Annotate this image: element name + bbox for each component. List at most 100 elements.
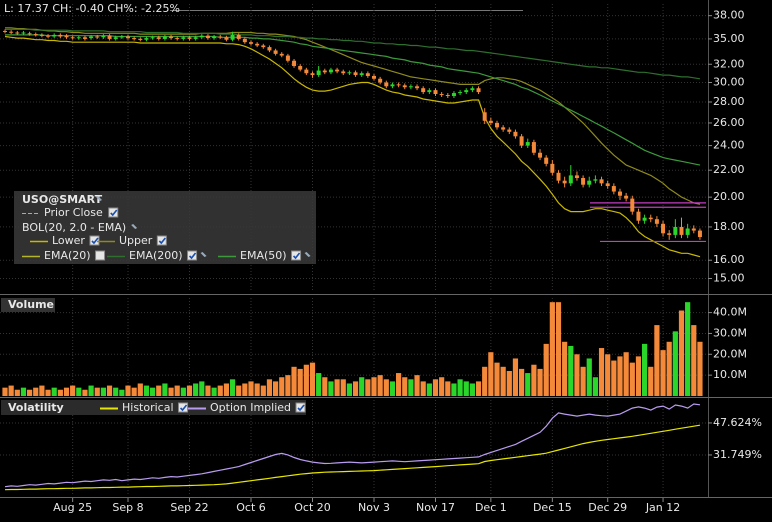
volume-bar (654, 325, 660, 396)
candle-body (544, 157, 549, 164)
volume-bar (408, 379, 414, 396)
volume-bar (334, 379, 340, 396)
volume-bar (229, 379, 236, 396)
candle-body (187, 37, 192, 39)
volume-bar (180, 387, 186, 396)
volume-bar (383, 379, 389, 396)
volume-bar (33, 387, 39, 396)
volume-bar (371, 377, 377, 396)
x-tick-label: Sep 22 (170, 501, 208, 514)
candle-body (144, 38, 149, 40)
candle-body (230, 34, 235, 40)
price-header: L: 17.37 CH: -0.40 CH%: -2.25% (4, 2, 180, 15)
volume-bar (543, 343, 549, 396)
candle-body (562, 180, 567, 184)
candle-body (126, 36, 130, 39)
candle-body (618, 191, 622, 196)
bollinger-label: BOL(20, 2.0 - EMA) (22, 221, 126, 234)
volume-bar (236, 385, 242, 396)
candle-body (519, 136, 524, 146)
checkbox-check (297, 404, 305, 412)
volume-bar (285, 375, 291, 396)
candle-body (439, 94, 444, 96)
candle-body (667, 233, 672, 235)
volume-bar (131, 387, 137, 396)
candle-body (52, 34, 57, 37)
checkbox-check (158, 237, 166, 245)
volatility-line (4, 403, 701, 488)
volume-bar (273, 381, 279, 396)
candle-body (390, 84, 395, 87)
y-tick-label: 31.749% (713, 448, 762, 461)
volume-bar (555, 302, 562, 396)
volume-bar (137, 383, 143, 396)
x-tick-label: Jan 12 (645, 501, 680, 514)
wrench-icon[interactable] (304, 252, 311, 257)
wrench-icon[interactable] (131, 224, 138, 229)
y-tick-label: 38.00 (713, 9, 745, 22)
candle-body (458, 92, 463, 94)
x-tick-label: Aug 25 (53, 501, 92, 514)
candle-body (574, 175, 579, 179)
volume-bar (697, 341, 703, 396)
candle-body (402, 85, 407, 88)
candle-body (33, 34, 38, 36)
volume-bar (574, 354, 580, 396)
candle-body (630, 198, 635, 212)
candle-body (156, 37, 161, 39)
volume-bar (100, 387, 106, 396)
candle-body (27, 33, 32, 35)
candle-body (304, 69, 309, 74)
volume-bar (340, 379, 346, 396)
candle-body (58, 34, 63, 37)
volume-bar (396, 373, 402, 396)
candle-body (107, 35, 112, 39)
checkbox[interactable] (156, 235, 167, 246)
volume-bar (678, 310, 685, 396)
checkbox[interactable] (291, 250, 302, 261)
legend-label: EMA(20) (44, 249, 91, 262)
candle-body (427, 90, 432, 93)
candle-body (3, 30, 7, 32)
x-tick-label: Nov 3 (358, 501, 390, 514)
wrench-icon[interactable] (200, 252, 207, 257)
candle-body (64, 35, 69, 38)
candle-body (636, 211, 641, 221)
volume-bar (119, 389, 125, 396)
volume-bar (648, 366, 654, 396)
candle-body (359, 73, 364, 76)
checkbox[interactable] (187, 250, 198, 261)
candle-body (316, 70, 321, 76)
volume-bar (94, 387, 100, 396)
volume-bar (605, 354, 611, 396)
volatility-header (1, 400, 306, 415)
wrench-icon[interactable] (96, 196, 102, 201)
checkbox[interactable] (295, 402, 306, 413)
volatility-line (4, 424, 701, 491)
candle-body (445, 95, 450, 97)
checkbox[interactable] (89, 235, 100, 246)
checkbox[interactable] (178, 402, 189, 413)
candle-body (697, 230, 702, 238)
volume-bar (248, 381, 254, 396)
volume-bar (531, 364, 537, 396)
checkbox[interactable] (108, 207, 119, 218)
candle-body (654, 219, 659, 224)
volume-bar (291, 366, 297, 396)
volume-bar (8, 385, 14, 396)
legend-box (14, 191, 316, 264)
candle-body (482, 112, 487, 121)
candle-body (261, 45, 266, 48)
checkbox[interactable] (95, 250, 106, 261)
volume-bar (303, 364, 309, 396)
candle-body (249, 42, 253, 44)
volume-bar (174, 385, 180, 396)
volume-bar (186, 385, 193, 396)
volume-bar (82, 389, 88, 396)
volume-bar (629, 362, 635, 396)
volume-bar (316, 373, 322, 396)
candle-body (150, 37, 155, 39)
volume-bar (51, 387, 57, 396)
